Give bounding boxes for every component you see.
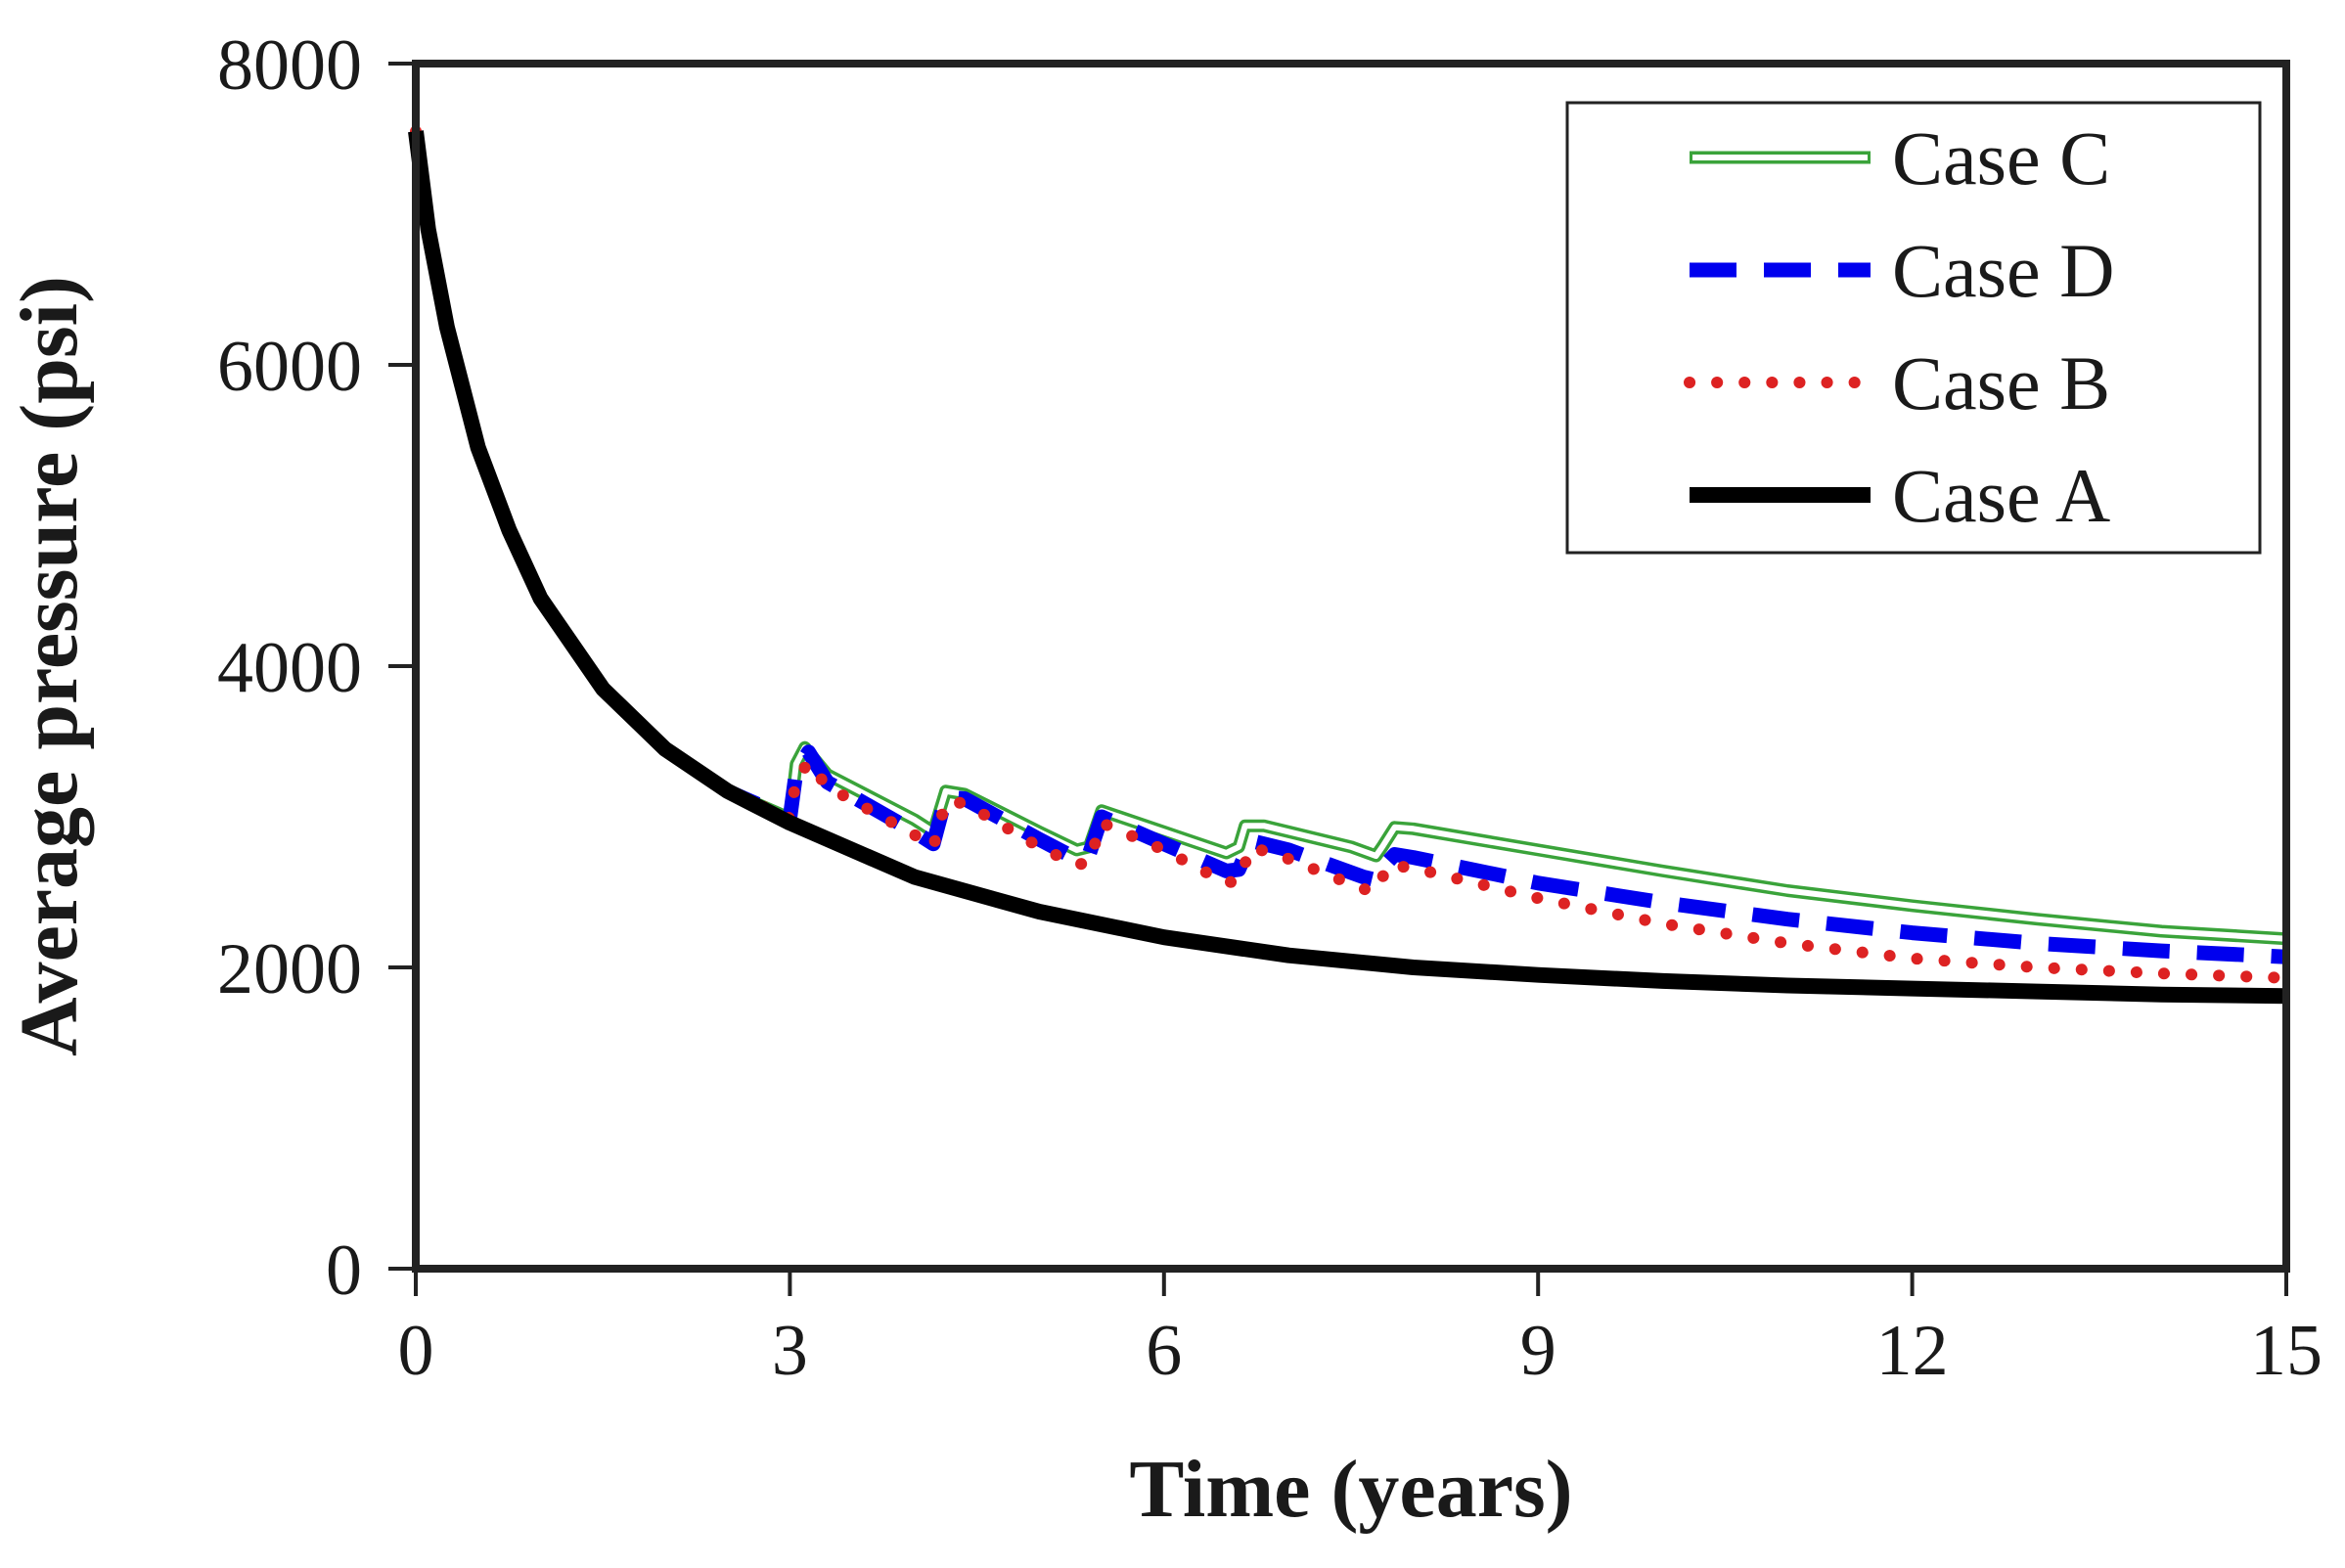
- x-tick-label: 6: [1146, 1311, 1182, 1391]
- legend-box: [1565, 101, 2262, 555]
- x-tick-label: 15: [2250, 1311, 2322, 1391]
- series-layer: [408, 125, 2292, 1005]
- y-tick-label: 8000: [217, 25, 362, 106]
- series-line-case-b: [410, 125, 2292, 984]
- x-axis-title: Time (years): [1129, 1444, 1572, 1535]
- y-axis-title: Average pressure (psi): [4, 276, 95, 1056]
- x-tick-label: 9: [1520, 1311, 1556, 1391]
- y-tick-label: 0: [326, 1231, 362, 1311]
- y-tick-label: 2000: [217, 929, 362, 1009]
- legend: Case C Case D Case B Case A: [1565, 101, 2262, 555]
- series-case-a: [408, 130, 2287, 1005]
- y-tick-label: 6000: [217, 327, 362, 407]
- y-tick-label: 4000: [217, 628, 362, 708]
- legend-item-case-a: Case A: [1690, 453, 2110, 538]
- legend-item-case-c: Case C: [1690, 115, 2110, 201]
- x-tick-label: 0: [398, 1311, 434, 1391]
- legend-label: Case C: [1892, 115, 2110, 201]
- series-line-case-a: [408, 130, 2287, 1005]
- legend-label: Case D: [1892, 228, 2114, 313]
- legend-label: Case B: [1892, 340, 2110, 426]
- x-tick-label: 3: [772, 1311, 808, 1391]
- axis-layer: 0 2000 4000 6000 8000 0 3 6 9 12 15: [217, 25, 2322, 1391]
- x-tick-label: 12: [1876, 1311, 1949, 1391]
- legend-item-case-b: Case B: [1684, 340, 2110, 426]
- legend-item-case-d: Case D: [1690, 228, 2114, 313]
- series-case-b: [410, 125, 2292, 984]
- legend-label: Case A: [1892, 453, 2110, 538]
